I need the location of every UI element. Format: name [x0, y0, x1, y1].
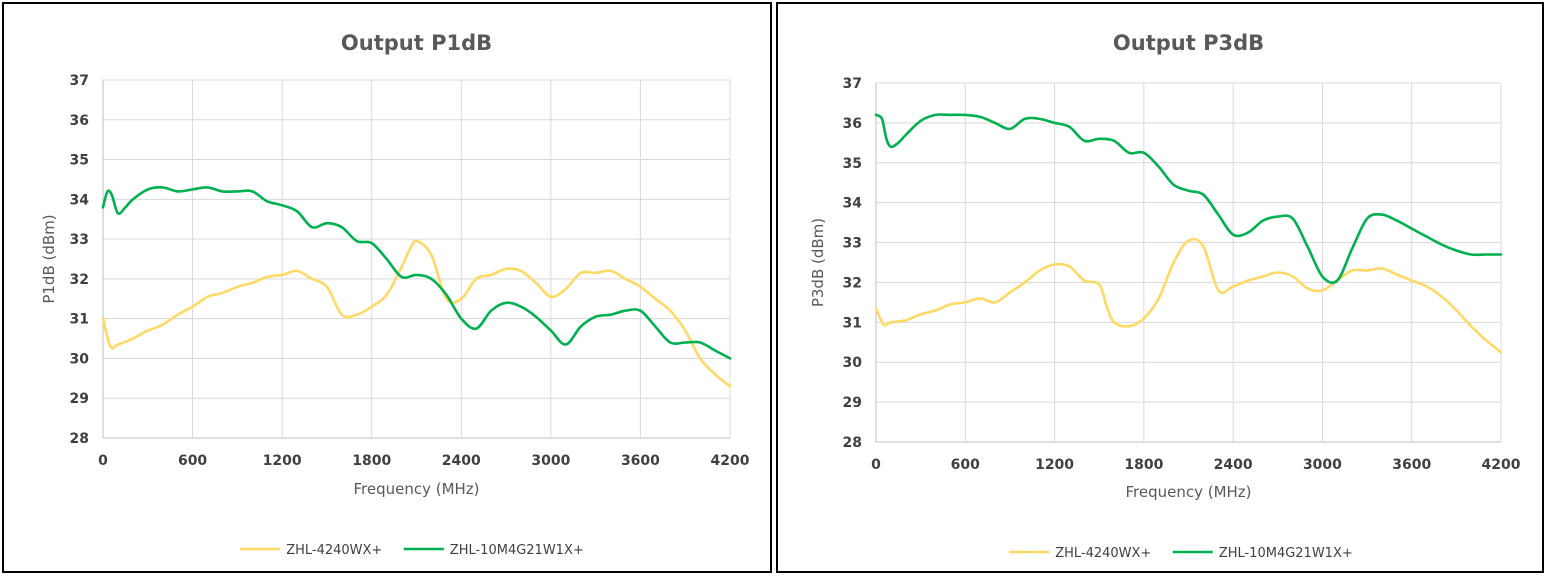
- chart1-xtick-label: 0: [98, 453, 108, 469]
- chart1-legend-label: ZHL-4240WX+: [286, 543, 382, 558]
- chart2-ytick-label: 37: [843, 76, 862, 92]
- chart1-legend: ZHL-4240WX+ ZHL-10M4G21W1X+: [240, 543, 584, 558]
- chart2-yaxis-label: P3dB (dBm): [809, 218, 827, 307]
- chart2-ytick-label: 31: [843, 315, 862, 331]
- chart1-series-line-1: [101, 239, 732, 388]
- chart1-xaxis-label: Frequency (MHz): [353, 480, 479, 498]
- chart2-ytick-label: 34: [843, 196, 863, 212]
- chart1-ytick-label: 31: [70, 312, 89, 328]
- chart1-title: Output P1dB: [341, 31, 492, 55]
- chart2-series-line-2: [874, 113, 1503, 285]
- chart1-ytick-label: 34: [70, 192, 90, 208]
- chart1-ytick-label: 28: [70, 431, 89, 447]
- chart1-xtick-label: 3000: [531, 453, 570, 469]
- chart2-ytick-label: 28: [843, 435, 862, 451]
- chart1-ytick-label: 37: [70, 73, 89, 89]
- chart1-xtick-label: 4200: [711, 453, 750, 469]
- chart1-xtick-label: 1200: [263, 453, 302, 469]
- chart2-xtick-label: 1800: [1124, 457, 1163, 473]
- chart2-xaxis-label: Frequency (MHz): [1125, 483, 1251, 501]
- chart2-xtick-label: 4200: [1482, 457, 1521, 473]
- chart1-ytick-label: 30: [70, 351, 90, 367]
- chart2-ytick-label: 33: [843, 236, 862, 252]
- chart1-yaxis-label: P1dB (dBm): [40, 214, 58, 303]
- chart2-legend-label: ZHL-10M4G21W1X+: [1219, 546, 1353, 561]
- chart2-legend-label: ZHL-4240WX+: [1055, 546, 1151, 561]
- chart1-ytick-label: 33: [70, 232, 89, 248]
- chart-svg-p1db: Output P1dB 28 29 30 31 32 33 34 35 36 37 0 600 1200 1…: [40, 31, 750, 558]
- chart2-ytick-label: 36: [843, 116, 862, 132]
- chart2-xtick-label: 1200: [1035, 457, 1074, 473]
- chart1-ytick-label: 35: [70, 153, 89, 169]
- chart1-legend-label: ZHL-10M4G21W1X+: [450, 543, 584, 558]
- chart2-xtick-label: 0: [871, 457, 881, 473]
- chart2-ytick-label: 29: [843, 395, 862, 411]
- chart1-ytick-label: 36: [70, 113, 89, 129]
- chart-svg-p3db: Output P3dB 28 29 30 31 32 33 34 35 36 37 0 600 1200 1…: [809, 31, 1521, 561]
- chart2-xtick-label: 3000: [1303, 457, 1342, 473]
- chart-panel-p3db: Output P3dB 28 29 30 31 32 33 34 35 36 37 0 600 1200 1…: [776, 2, 1544, 573]
- chart2-series-line-1: [874, 237, 1503, 354]
- chart1-xtick-label: 1800: [352, 453, 391, 469]
- chart-panel-p1db: Output P1dB 28 29 30 31 32 33 34 35 36 37 0 600 1200 1…: [2, 2, 772, 573]
- chart1-ytick-label: 29: [70, 391, 89, 407]
- chart2-xtick-label: 3600: [1392, 457, 1431, 473]
- chart1-ytick-label: 32: [70, 272, 89, 288]
- chart2-title: Output P3dB: [1113, 31, 1264, 55]
- chart2-ytick-label: 30: [843, 355, 863, 371]
- chart1-xtick-label: 2400: [442, 453, 481, 469]
- chart2-xtick-label: 2400: [1214, 457, 1253, 473]
- chart1-xtick-label: 600: [178, 453, 207, 469]
- chart2-ytick-label: 32: [843, 275, 862, 291]
- chart2-xtick-label: 600: [951, 457, 980, 473]
- chart2-ytick-label: 35: [843, 156, 862, 172]
- chart1-xtick-label: 3600: [621, 453, 660, 469]
- chart2-legend: ZHL-4240WX+ ZHL-10M4G21W1X+: [1009, 546, 1353, 561]
- chart1-series-line-2: [101, 186, 732, 360]
